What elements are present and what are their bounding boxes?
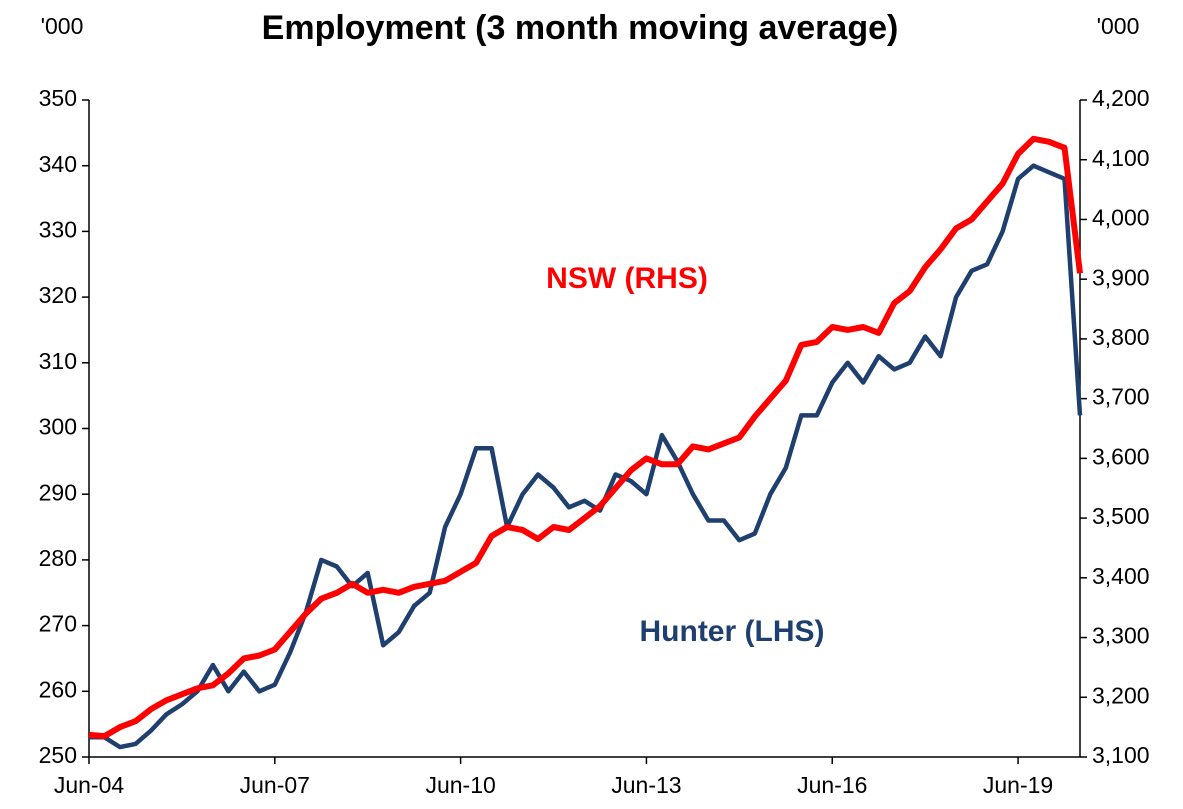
y-tick-label: 270 bbox=[39, 611, 77, 637]
x-tick-label: Jun-19 bbox=[983, 772, 1053, 798]
y2-tick-label: 4,200 bbox=[1092, 85, 1150, 111]
y2-tick-label: 4,100 bbox=[1092, 145, 1150, 171]
y2-unit: '000 bbox=[1097, 13, 1140, 39]
y2-tick-label: 3,300 bbox=[1092, 623, 1150, 649]
y-tick-label: 340 bbox=[39, 151, 77, 177]
y-tick-label: 250 bbox=[39, 742, 77, 768]
y2-tick-label: 3,700 bbox=[1092, 384, 1150, 410]
chart-title: Employment (3 month moving average) bbox=[262, 9, 899, 47]
y-tick-label: 290 bbox=[39, 479, 77, 505]
y2-tick-label: 3,800 bbox=[1092, 324, 1150, 350]
y-tick-label: 280 bbox=[39, 545, 77, 571]
y2-tick-label: 3,100 bbox=[1092, 742, 1150, 768]
series-line bbox=[88, 135, 1083, 740]
y-tick-label: 300 bbox=[39, 414, 77, 440]
x-tick-label: Jun-13 bbox=[611, 772, 681, 798]
y-tick-label: 320 bbox=[39, 282, 77, 308]
series-line bbox=[89, 163, 1083, 750]
x-tick-label: Jun-10 bbox=[425, 772, 495, 798]
y-tick-label: 260 bbox=[39, 676, 77, 702]
y-unit: '000 bbox=[41, 13, 84, 39]
y2-tick-label: 3,400 bbox=[1092, 563, 1150, 589]
series-label: Hunter (LHS) bbox=[640, 615, 825, 648]
x-tick-label: Jun-04 bbox=[54, 772, 125, 798]
y-tick-label: 350 bbox=[39, 85, 77, 111]
y2-tick-label: 3,500 bbox=[1092, 503, 1150, 529]
x-tick-label: Jun-07 bbox=[240, 772, 310, 798]
y-tick-label: 310 bbox=[39, 348, 77, 374]
y2-tick-label: 3,600 bbox=[1092, 443, 1150, 469]
y-tick-label: 330 bbox=[39, 216, 77, 242]
x-tick-label: Jun-16 bbox=[797, 772, 867, 798]
y2-tick-label: 3,900 bbox=[1092, 264, 1150, 290]
y2-tick-label: 4,000 bbox=[1092, 205, 1150, 231]
y2-tick-label: 3,200 bbox=[1092, 682, 1150, 708]
series-label: NSW (RHS) bbox=[546, 262, 708, 295]
